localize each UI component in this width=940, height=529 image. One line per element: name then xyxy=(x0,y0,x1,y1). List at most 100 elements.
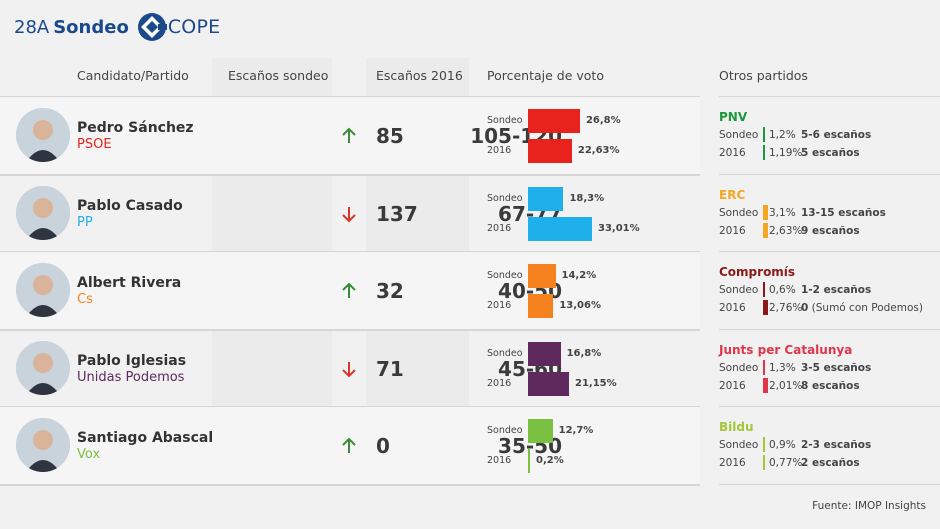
other-line-2016: 2016 0,77% 2 escaños xyxy=(719,454,929,472)
other-pct: 2,01% xyxy=(769,379,803,392)
other-series-label: 2016 xyxy=(719,379,746,392)
header-prefix: 28A xyxy=(14,16,50,38)
other-line-sondeo: Sondeo 0,9% 2-3 escaños xyxy=(719,436,929,454)
other-seats: 2-3 escaños xyxy=(801,439,872,451)
other-party-name: Compromís xyxy=(719,265,796,279)
bar-series-label: Sondeo xyxy=(487,347,523,359)
other-pct: 1,3% xyxy=(769,361,796,374)
party-name: PSOE xyxy=(77,137,112,152)
bar-value-label: 21,15% xyxy=(575,377,617,389)
candidate-photo xyxy=(16,340,70,395)
other-series-label: Sondeo xyxy=(719,206,759,219)
bar-series-label: Sondeo xyxy=(487,192,523,204)
other-pct: 0,9% xyxy=(769,439,796,451)
bar-series-label: Sondeo xyxy=(487,425,523,436)
other-party-name: PNV xyxy=(719,110,748,124)
bar-sondeo xyxy=(528,186,564,211)
party-name: Cs xyxy=(77,292,93,307)
source-note: Fuente: IMOP Insights xyxy=(812,500,926,512)
bar-series-label: 2016 xyxy=(487,300,512,311)
header-seats-2016: Escaños 2016 xyxy=(376,68,463,83)
other-line-2016: 2016 2,63% 9 escaños xyxy=(719,222,929,240)
cope-logo: COPE xyxy=(137,12,220,42)
other-party: Compromís Sondeo 0,6% 1-2 escaños 2016 2,76% 0… xyxy=(719,265,929,317)
other-seats: 0 (Sumó con Podemos) xyxy=(801,302,923,314)
other-series-label: Sondeo xyxy=(719,129,759,141)
candidate-photo xyxy=(16,418,70,472)
other-divider xyxy=(719,173,940,175)
bar-value-label: 18,3% xyxy=(569,192,605,204)
seats-2016-value: 85 xyxy=(376,124,404,148)
other-series-label: 2016 xyxy=(719,302,746,314)
bar-value-label: 12,7% xyxy=(558,425,594,436)
other-pct: 1,2% xyxy=(769,129,796,141)
bar-series-label: Sondeo xyxy=(487,115,523,126)
other-series-label: Sondeo xyxy=(719,361,759,374)
other-pct: 3,1% xyxy=(769,206,796,219)
other-series-label: Sondeo xyxy=(719,439,759,451)
other-series-label: 2016 xyxy=(719,457,746,469)
arrow-down-icon xyxy=(340,205,358,223)
other-share-bar xyxy=(763,359,765,375)
other-share-bar xyxy=(763,282,765,297)
other-line-sondeo: Sondeo 1,2% 5-6 escaños xyxy=(719,126,929,144)
bar-value-label: 33,01% xyxy=(598,222,640,234)
bar-series-label: 2016 xyxy=(487,455,512,466)
other-series-label: 2016 xyxy=(719,147,746,159)
bar-value-label: 22,63% xyxy=(577,145,620,156)
other-share-bar xyxy=(763,377,768,393)
other-seats: 3-5 escaños xyxy=(801,361,872,374)
other-line-sondeo: Sondeo 1,3% 3-5 escaños xyxy=(719,359,929,377)
arrow-down-icon xyxy=(340,360,358,378)
bar-2016 xyxy=(528,294,554,318)
seats-2016-value: 32 xyxy=(376,279,404,303)
arrow-up-icon xyxy=(340,437,358,455)
bar-series-label: 2016 xyxy=(487,222,512,234)
header-title: Sondeo xyxy=(53,16,129,38)
other-pct: 2,63% xyxy=(769,224,803,237)
bar-2016 xyxy=(528,139,572,163)
bar-sondeo xyxy=(528,341,561,366)
other-seats: 2 escaños xyxy=(801,457,860,469)
bar-2016 xyxy=(528,371,569,396)
other-party-name: Junts per Catalunya xyxy=(719,342,853,357)
bar-value-label: 13,06% xyxy=(559,300,601,311)
other-share-bar xyxy=(763,455,765,470)
bar-series-label: 2016 xyxy=(487,377,512,389)
bar-value-label: 0,2% xyxy=(536,455,564,466)
candidate-photo xyxy=(16,108,70,162)
bar-series-label: Sondeo xyxy=(487,270,523,281)
other-series-label: 2016 xyxy=(719,224,746,237)
other-line-sondeo: Sondeo 0,6% 1-2 escaños xyxy=(719,281,929,299)
other-seats: 5-6 escaños xyxy=(801,129,872,141)
row-divider xyxy=(0,328,700,331)
candidate-name: Santiago Abascal xyxy=(77,430,214,446)
other-party-name: ERC xyxy=(719,187,746,202)
other-pct: 0,77% xyxy=(769,457,803,469)
other-seats: 8 escaños xyxy=(801,379,860,392)
candidate-name: Pedro Sánchez xyxy=(77,120,194,136)
party-name: PP xyxy=(77,214,93,230)
bar-value-label: 16,8% xyxy=(566,347,602,359)
bar-value-label: 14,2% xyxy=(561,270,597,281)
arrow-up-icon xyxy=(340,127,358,145)
bar-2016 xyxy=(528,216,592,241)
bar-sondeo xyxy=(528,419,553,443)
bar-sondeo xyxy=(528,109,580,133)
other-divider xyxy=(719,96,940,97)
seats-2016-value: 137 xyxy=(376,201,418,226)
candidate-name: Pablo Iglesias xyxy=(77,352,187,369)
candidate-name: Albert Rivera xyxy=(77,275,182,291)
other-seats: 13-15 escaños xyxy=(801,206,886,219)
avatar xyxy=(16,185,70,240)
arrow-up-icon xyxy=(340,282,358,300)
avatar xyxy=(16,263,70,317)
other-pct: 0,6% xyxy=(769,284,796,296)
bar-value-label: 26,8% xyxy=(585,115,621,126)
other-divider xyxy=(719,251,940,252)
other-seats: 5 escaños xyxy=(801,147,860,159)
other-divider xyxy=(719,328,940,330)
candidate-photo xyxy=(16,185,70,240)
header-candidate: Candidato/Partido xyxy=(77,68,189,83)
header-vote-pct: Porcentaje de voto xyxy=(487,68,604,83)
